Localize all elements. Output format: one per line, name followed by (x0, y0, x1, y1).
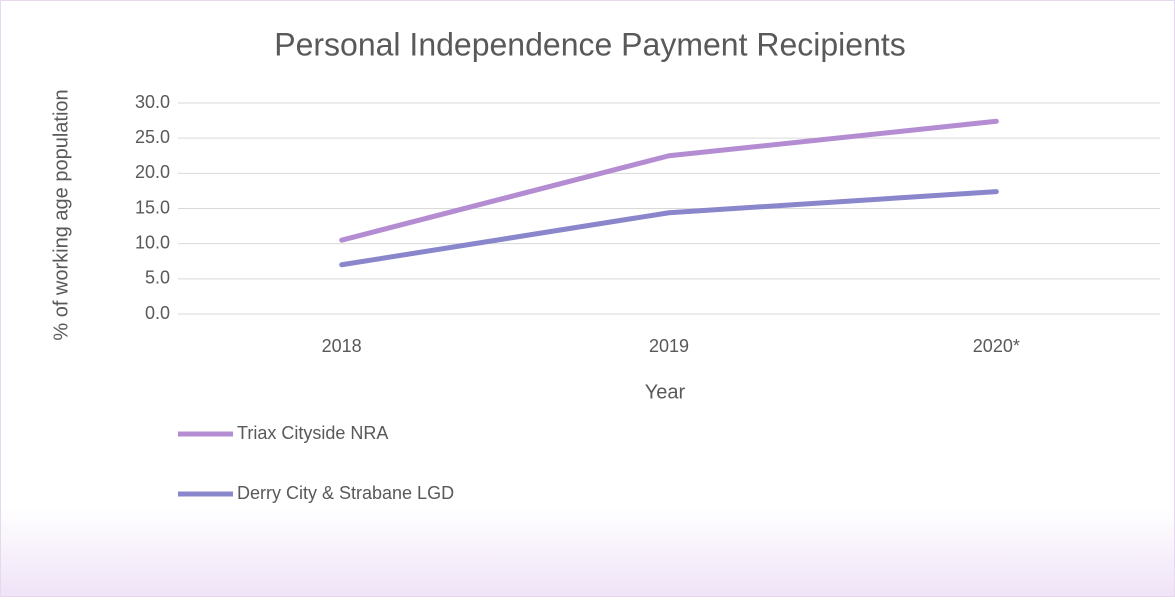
legend-label: Triax Cityside NRA (237, 423, 388, 443)
y-tick-label: 15.0 (135, 197, 170, 217)
x-tick-label: 2020* (973, 336, 1020, 356)
y-tick-label: 25.0 (135, 127, 170, 147)
y-axis-label: % of working age population (50, 89, 72, 340)
y-tick-label: 5.0 (145, 268, 170, 288)
x-tick-label: 2019 (649, 336, 689, 356)
y-tick-label: 20.0 (135, 162, 170, 182)
y-tick-label: 0.0 (145, 303, 170, 323)
series-line (339, 118, 999, 243)
chart-title: Personal Independence Payment Recipients (274, 26, 906, 62)
legend-label: Derry City & Strabane LGD (237, 483, 454, 503)
y-tick-label: 30.0 (135, 92, 170, 112)
series-line (339, 189, 999, 268)
x-axis-label: Year (645, 381, 686, 403)
x-tick-label: 2018 (322, 336, 362, 356)
y-tick-label: 10.0 (135, 232, 170, 252)
